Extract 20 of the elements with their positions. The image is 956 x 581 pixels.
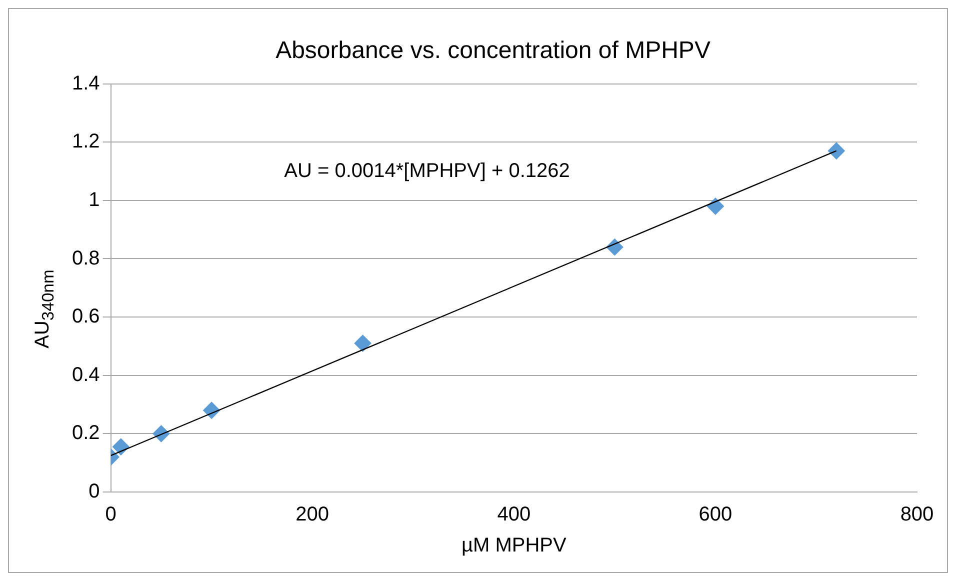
x-tick-label: 800	[900, 504, 934, 526]
point	[354, 334, 372, 352]
y-tick-label: 1.2	[72, 130, 100, 153]
annotation: AU = 0.0014*[MPHPV] + 0.1262	[284, 160, 570, 182]
y-tick-label: 0.4	[72, 364, 100, 386]
x-tick-label: 600	[698, 504, 732, 526]
y-tick-label: 0.8	[72, 247, 100, 270]
y-tick-label: 0.6	[72, 306, 100, 328]
y-tick-label: 1.4	[72, 72, 100, 94]
y-tick-label: 0.2	[72, 422, 100, 444]
point	[706, 198, 724, 215]
x-axis-title: µM MPHPV	[461, 534, 567, 557]
y-tick-label: 0	[88, 480, 100, 503]
x-tick-label: 400	[497, 504, 531, 526]
point	[112, 438, 130, 456]
x-tick-label: 200	[296, 504, 330, 526]
x-tick-label: 0	[105, 504, 116, 526]
chart-title: Absorbance vs. concentration of MPHPV	[276, 37, 710, 64]
y-tick-label: 1	[88, 188, 100, 211]
point	[828, 142, 845, 160]
